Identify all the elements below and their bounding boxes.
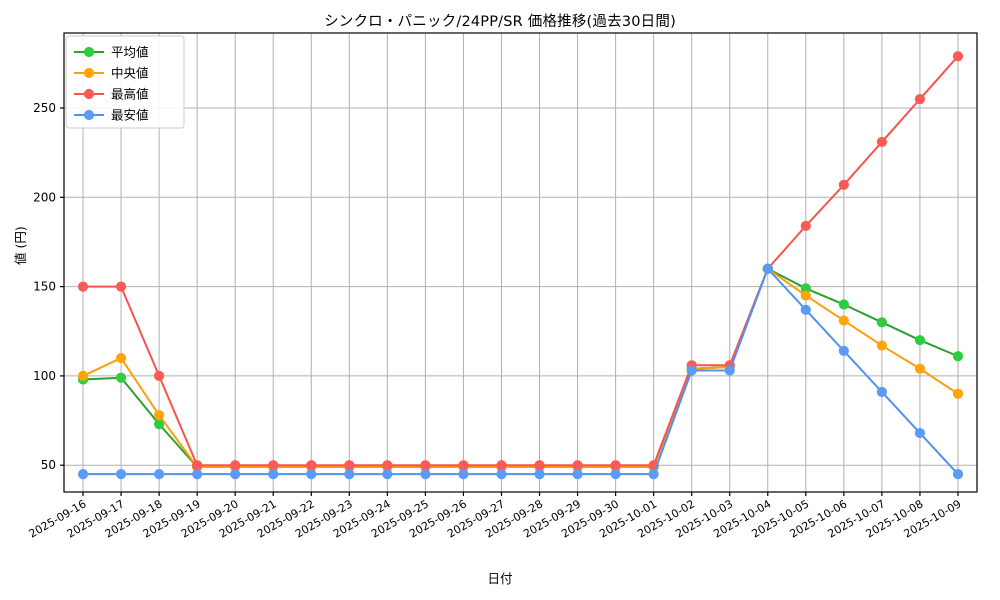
data-point (914, 93, 926, 105)
y-axis-ticks: 50 100 150 200 250 (33, 101, 64, 472)
legend-box (65, 35, 185, 129)
data-point (876, 317, 887, 328)
legend-swatch-marker (83, 46, 95, 58)
y-tick-label: 200 (33, 190, 56, 204)
legend-item-3[interactable]: 最高値 (74, 87, 149, 102)
data-point (762, 263, 773, 274)
chart-title: シンクロ・パニック/24PP/SR 価格推移(過去30日間) (324, 14, 676, 30)
data-point (115, 372, 127, 383)
data-point (268, 460, 279, 471)
series-1 (77, 263, 964, 473)
data-point (192, 460, 203, 471)
data-point (838, 179, 849, 190)
data-point (115, 281, 127, 292)
y-tick-label: 50 (41, 458, 56, 472)
data-point (306, 460, 317, 471)
data-point (77, 281, 89, 292)
data-point (610, 460, 621, 471)
data-point (800, 290, 811, 301)
data-point (838, 315, 849, 326)
legend-label: 最安値 (111, 108, 149, 123)
data-point (800, 304, 811, 315)
x-axis-ticks: 2025-09-162025-09-172025-09-182025-09-19… (27, 492, 963, 541)
data-point (344, 469, 355, 480)
data-point (838, 345, 849, 357)
data-point (914, 427, 926, 439)
data-point (382, 469, 393, 480)
y-tick-label: 250 (33, 101, 56, 115)
legend-swatch-marker (83, 109, 95, 121)
data-point (534, 460, 545, 471)
data-point (648, 469, 659, 480)
data-point (458, 460, 469, 471)
data-point (154, 469, 165, 480)
data-point (914, 363, 926, 374)
legend-item-2[interactable]: 中央値 (74, 66, 149, 81)
data-point (192, 469, 203, 480)
data-point (800, 220, 811, 231)
data-point (230, 469, 241, 480)
data-point (496, 469, 507, 480)
data-point (572, 469, 583, 480)
data-point (77, 370, 89, 382)
series-line (82, 55, 959, 467)
series-3 (77, 51, 964, 471)
data-point (458, 469, 469, 480)
data-point (534, 469, 545, 480)
data-point (876, 386, 887, 398)
gridlines (64, 33, 977, 492)
series-line (82, 267, 959, 468)
data-point (686, 365, 697, 376)
data-point (914, 335, 926, 346)
data-point (344, 460, 355, 471)
data-point (572, 460, 583, 471)
axes (63, 32, 978, 493)
plot-frame (63, 32, 978, 493)
x-axis-label: 日付 (487, 571, 513, 586)
data-point (154, 370, 165, 382)
data-point (952, 51, 964, 62)
data-point (496, 460, 507, 471)
data-point (724, 365, 735, 376)
data-point (77, 469, 89, 480)
data-point (420, 469, 431, 480)
data-point (952, 388, 964, 399)
legend-label: 最高値 (111, 87, 149, 102)
legend-label: 平均値 (111, 45, 149, 60)
data-point (952, 351, 964, 362)
data-point (230, 460, 241, 471)
data-point (382, 460, 393, 471)
data-point (876, 136, 887, 148)
legend-item-4[interactable]: 最安値 (74, 108, 149, 123)
series-line (82, 267, 959, 476)
legend-swatch-marker (83, 67, 95, 79)
series-2 (77, 263, 964, 473)
data-point (154, 410, 165, 421)
series-line (82, 267, 959, 468)
legend-item-1[interactable]: 平均値 (74, 45, 149, 60)
data-series (77, 51, 964, 480)
series-4 (77, 263, 964, 480)
data-point (876, 340, 887, 351)
data-point (268, 469, 279, 480)
data-point (115, 352, 127, 364)
data-point (610, 469, 621, 480)
data-point (838, 299, 849, 310)
y-tick-label: 150 (33, 280, 56, 294)
legend-label: 中央値 (111, 66, 149, 81)
y-tick-label: 100 (33, 369, 56, 383)
legend-swatch-marker (83, 88, 95, 100)
data-point (306, 469, 317, 480)
data-point (952, 469, 964, 480)
data-point (420, 460, 431, 471)
data-point (115, 469, 127, 480)
